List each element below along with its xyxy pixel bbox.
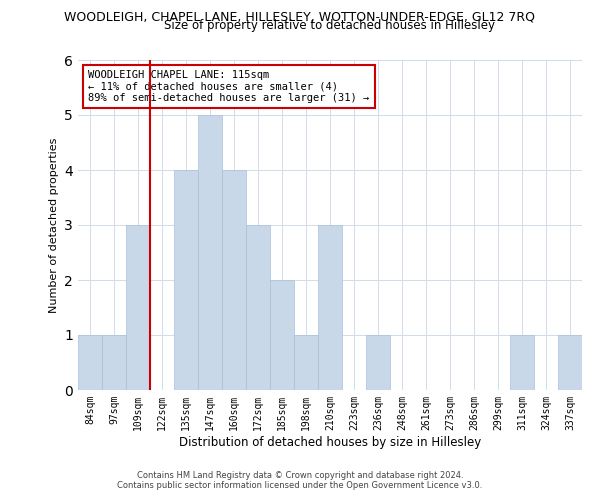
Bar (294, 335, 318, 390)
Y-axis label: Number of detached properties: Number of detached properties (49, 138, 59, 312)
Bar (558, 335, 582, 390)
Text: WOODLEIGH, CHAPEL LANE, HILLESLEY, WOTTON-UNDER-EDGE, GL12 7RQ: WOODLEIGH, CHAPEL LANE, HILLESLEY, WOTTO… (65, 10, 536, 23)
Bar (318, 225, 342, 390)
Bar (366, 335, 390, 390)
Text: Contains HM Land Registry data © Crown copyright and database right 2024.
Contai: Contains HM Land Registry data © Crown c… (118, 470, 482, 490)
Bar (126, 225, 150, 390)
X-axis label: Distribution of detached houses by size in Hillesley: Distribution of detached houses by size … (179, 436, 481, 448)
Bar (198, 115, 222, 390)
Bar (222, 170, 246, 390)
Bar (246, 225, 270, 390)
Bar (102, 335, 126, 390)
Bar (78, 335, 102, 390)
Title: Size of property relative to detached houses in Hillesley: Size of property relative to detached ho… (164, 20, 496, 32)
Bar (174, 170, 198, 390)
Bar (510, 335, 534, 390)
Text: WOODLEIGH CHAPEL LANE: 115sqm
← 11% of detached houses are smaller (4)
89% of se: WOODLEIGH CHAPEL LANE: 115sqm ← 11% of d… (88, 70, 370, 103)
Bar (270, 280, 294, 390)
